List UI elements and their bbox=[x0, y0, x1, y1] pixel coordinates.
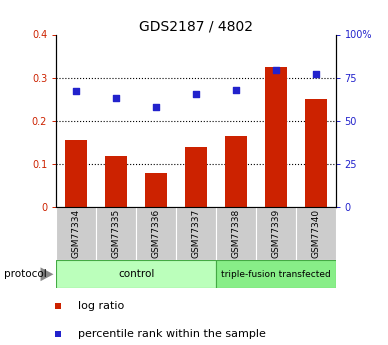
Bar bbox=[176, 207, 216, 260]
Point bbox=[153, 104, 159, 110]
Text: percentile rank within the sample: percentile rank within the sample bbox=[78, 329, 266, 339]
Bar bbox=[256, 207, 296, 260]
Bar bbox=[185, 147, 207, 207]
Bar bbox=[305, 99, 327, 207]
Bar bbox=[56, 260, 216, 288]
Text: control: control bbox=[118, 269, 154, 279]
Bar bbox=[216, 260, 336, 288]
Text: GSM77334: GSM77334 bbox=[72, 209, 81, 258]
Text: GSM77336: GSM77336 bbox=[152, 209, 161, 258]
Bar bbox=[136, 207, 176, 260]
Bar bbox=[96, 207, 136, 260]
Text: protocol: protocol bbox=[4, 269, 47, 279]
Bar bbox=[265, 67, 287, 207]
Bar bbox=[65, 140, 87, 207]
Text: triple-fusion transfected: triple-fusion transfected bbox=[221, 270, 331, 279]
Bar bbox=[56, 207, 96, 260]
Point bbox=[73, 88, 79, 93]
Text: log ratio: log ratio bbox=[78, 302, 125, 312]
Title: GDS2187 / 4802: GDS2187 / 4802 bbox=[139, 19, 253, 33]
Point bbox=[55, 332, 61, 337]
Text: GSM77337: GSM77337 bbox=[191, 209, 201, 258]
Polygon shape bbox=[40, 267, 54, 281]
Bar bbox=[216, 207, 256, 260]
Point bbox=[313, 71, 319, 77]
Point bbox=[113, 96, 119, 101]
Point bbox=[233, 87, 239, 92]
Point bbox=[273, 67, 279, 72]
Text: GSM77338: GSM77338 bbox=[231, 209, 240, 258]
Bar bbox=[225, 136, 247, 207]
Text: GSM77340: GSM77340 bbox=[311, 209, 320, 258]
Bar bbox=[145, 173, 167, 207]
Bar bbox=[296, 207, 336, 260]
Bar bbox=[105, 156, 127, 207]
Text: GSM77335: GSM77335 bbox=[112, 209, 121, 258]
Text: GSM77339: GSM77339 bbox=[271, 209, 280, 258]
Point bbox=[193, 91, 199, 97]
Point bbox=[55, 304, 61, 309]
